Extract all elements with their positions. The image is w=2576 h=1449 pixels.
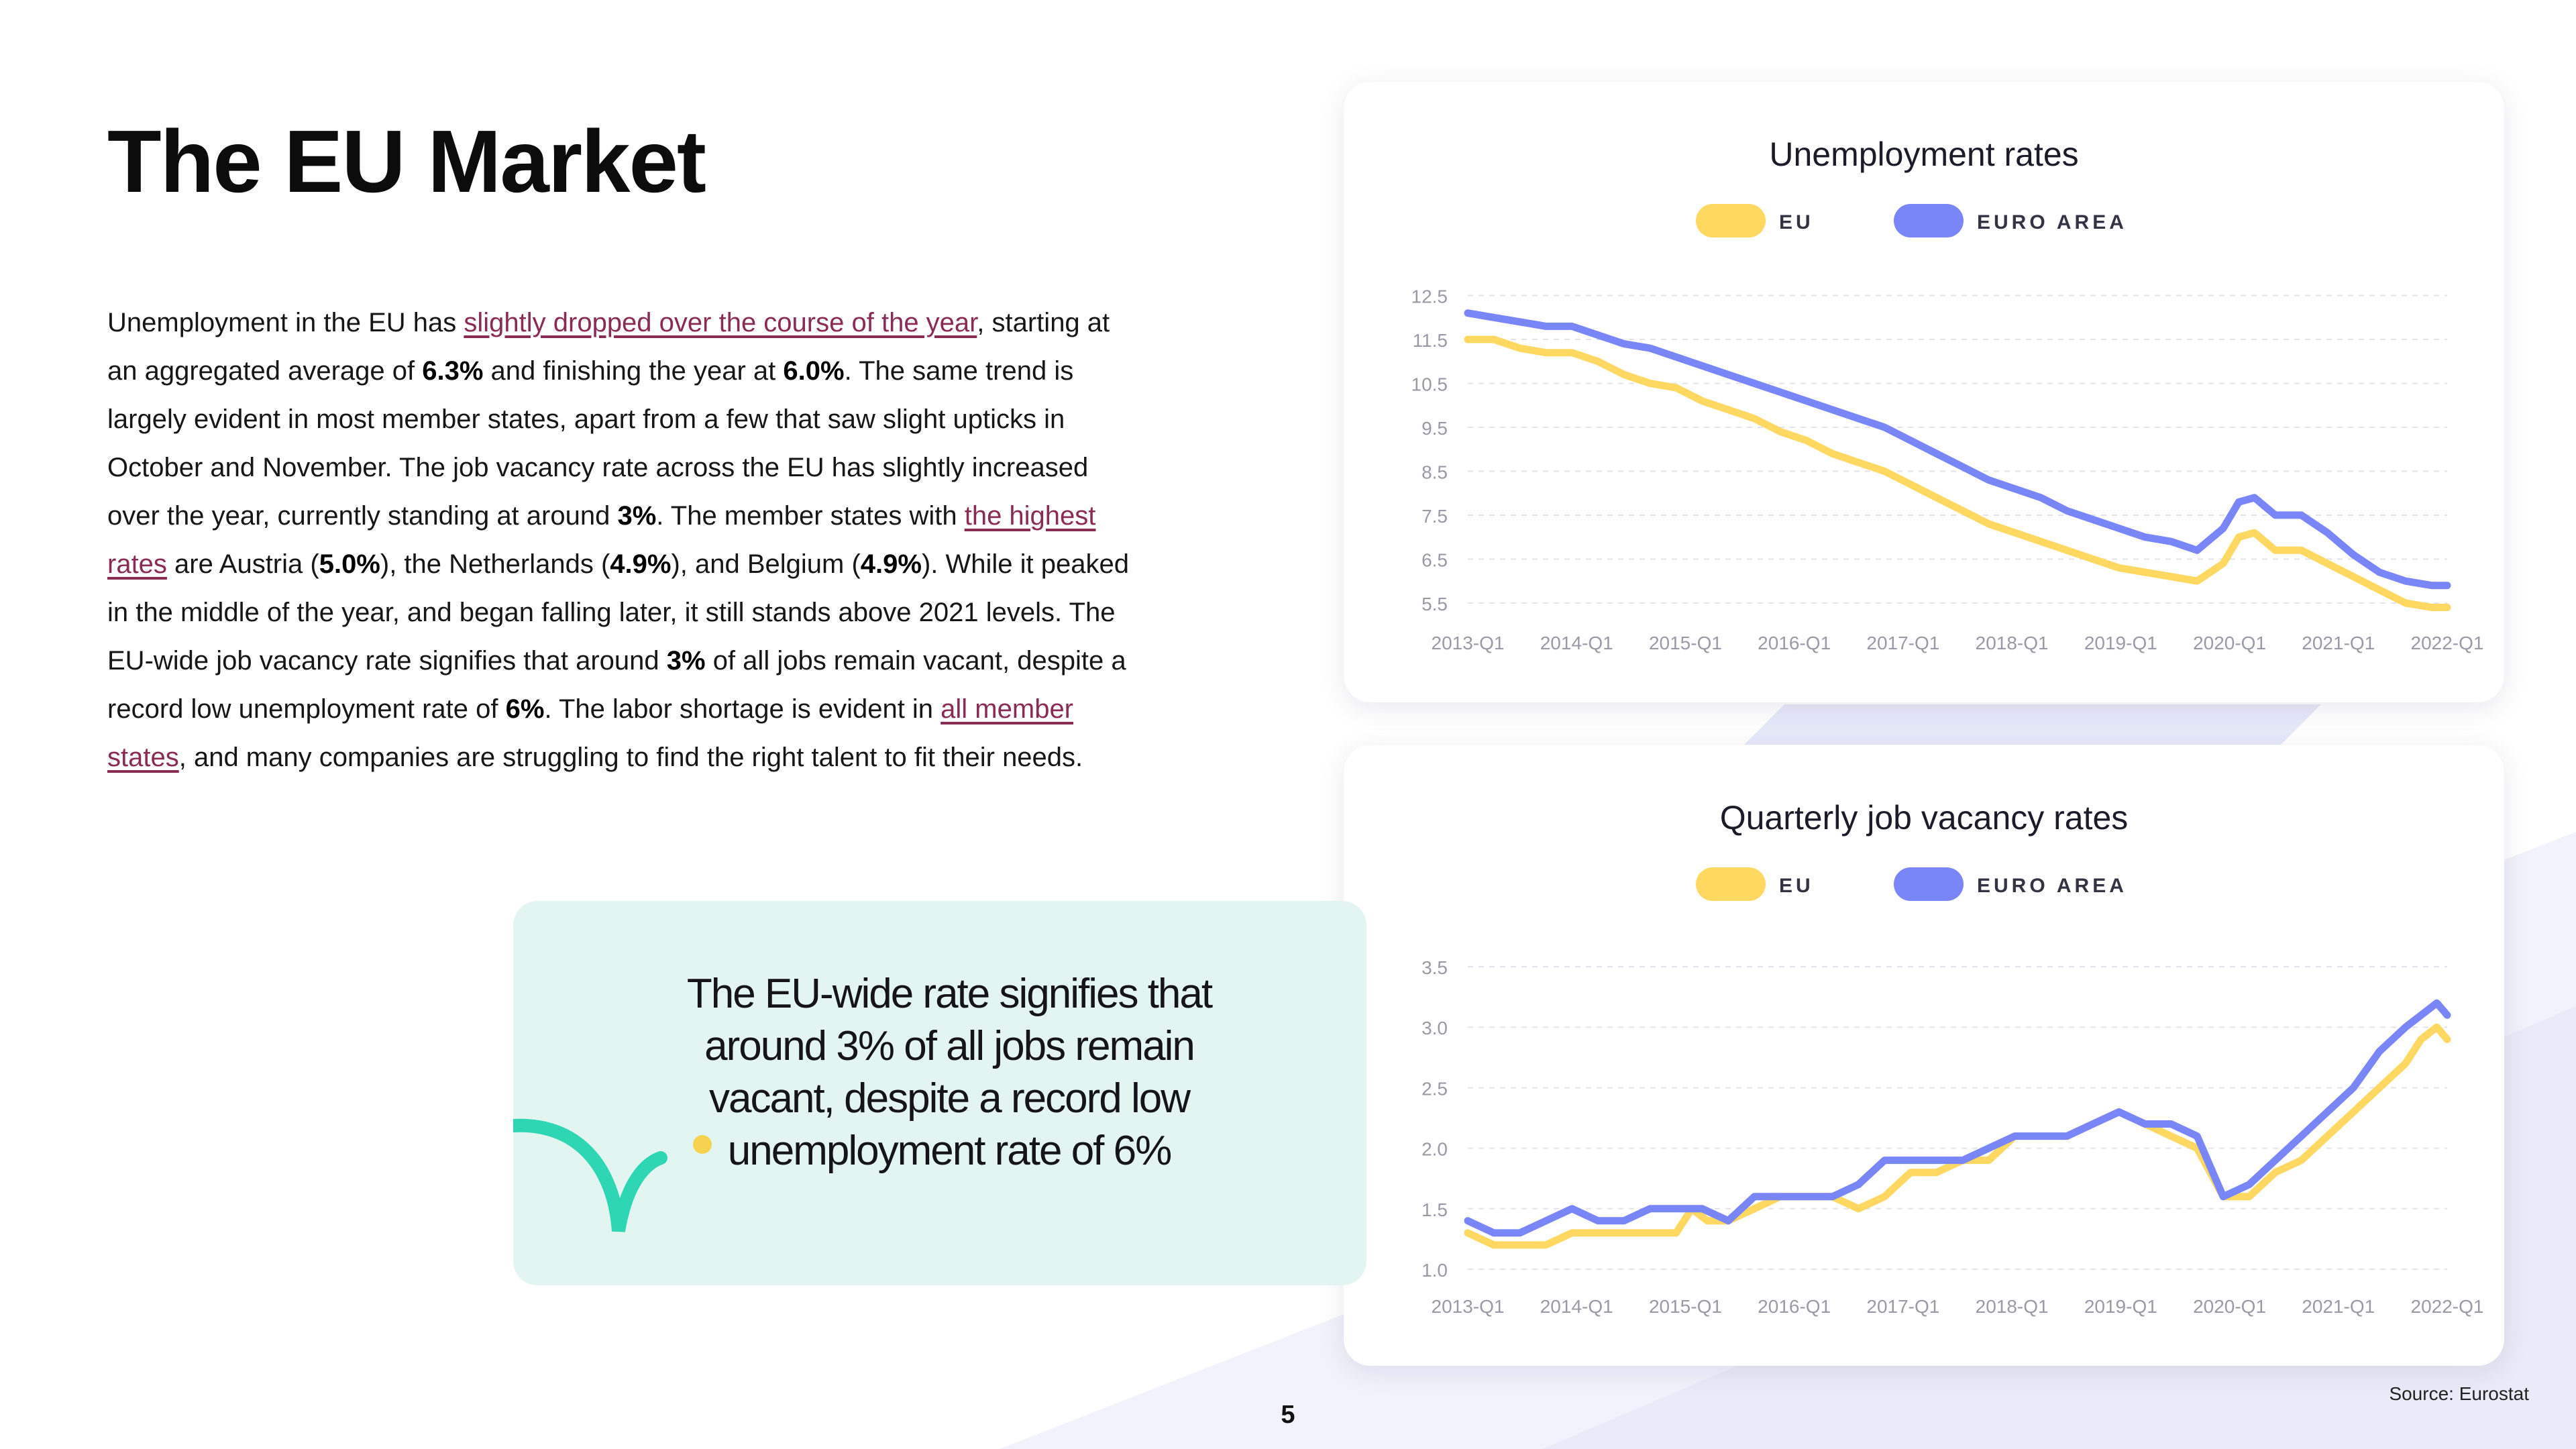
x-tick-label: 2022-Q1 <box>2411 633 2484 653</box>
chart-title: Unemployment rates <box>1769 136 2078 173</box>
x-tick-label: 2013-Q1 <box>1432 633 1505 653</box>
body-text-run: , starting at an aggregated average of <box>107 308 1110 386</box>
legend-swatch <box>1894 204 1964 237</box>
y-tick-label: 5.5 <box>1421 594 1448 614</box>
body-text-run: Unemployment in the EU has <box>107 308 464 337</box>
x-tick-label: 2014-Q1 <box>1540 633 1613 653</box>
body-bold-value: 6.0% <box>783 356 845 386</box>
body-text-run: . The member states with <box>656 501 965 531</box>
y-tick-label: 10.5 <box>1411 374 1448 395</box>
x-tick-label: 2017-Q1 <box>1866 1296 1939 1317</box>
legend-label: EURO AREA <box>1977 211 2127 233</box>
y-tick-label: 6.5 <box>1421 549 1448 570</box>
body-text-run: . The same trend is largely evident in m… <box>107 356 1089 531</box>
legend-label: EU <box>1779 875 1814 897</box>
body-text-run: of all jobs remain vacant, despite a rec… <box>107 646 1126 724</box>
x-tick-label: 2021-Q1 <box>2302 633 2375 653</box>
x-tick-label: 2020-Q1 <box>2193 633 2266 653</box>
y-tick-label: 2.5 <box>1421 1078 1448 1099</box>
y-tick-label: 9.5 <box>1421 418 1448 439</box>
body-text-run: and finishing the year at <box>483 356 784 386</box>
y-tick-label: 1.5 <box>1421 1199 1448 1220</box>
legend-swatch <box>1696 867 1766 901</box>
x-tick-label: 2020-Q1 <box>2193 1296 2266 1317</box>
unemployment-chart-card: Unemployment rates EU EURO AREA 12.5 11.5 10.… <box>1344 82 2504 702</box>
x-tick-label: 2021-Q1 <box>2302 1296 2375 1317</box>
quote-accent-checkmark <box>513 1118 667 1232</box>
quote-accent-dot <box>693 1135 712 1154</box>
body-paragraph: Unemployment in the EU has slightly drop… <box>107 299 1140 782</box>
x-tick-label: 2022-Q1 <box>2411 1296 2484 1317</box>
y-tick-label: 2.0 <box>1421 1139 1448 1160</box>
x-tick-label: 2019-Q1 <box>2084 1296 2157 1317</box>
quote-box: The EU-wide rate signifies that around 3… <box>513 901 1366 1285</box>
body-bold-value: 3% <box>666 646 706 676</box>
job-vacancy-rates-chart: Quarterly job vacancy rates EU EURO AREA 3.… <box>1421 799 2484 1317</box>
y-tick-label: 3.5 <box>1421 957 1448 978</box>
x-tick-label: 2019-Q1 <box>2084 633 2157 653</box>
y-tick-label: 8.5 <box>1421 462 1448 482</box>
y-tick-label: 11.5 <box>1413 330 1448 351</box>
y-tick-label: 7.5 <box>1421 506 1448 527</box>
x-tick-label: 2014-Q1 <box>1540 1296 1613 1317</box>
legend-swatch <box>1696 204 1766 237</box>
series-line-euro-area <box>1464 309 2451 590</box>
x-tick-label: 2013-Q1 <box>1432 1296 1505 1317</box>
x-tick-label: 2015-Q1 <box>1649 633 1722 653</box>
background-stripe-shape <box>1744 704 2321 745</box>
x-tick-label: 2015-Q1 <box>1649 1296 1722 1317</box>
x-tick-label: 2016-Q1 <box>1758 1296 1831 1317</box>
body-bold-value: 6.3% <box>422 356 484 386</box>
x-tick-label: 2016-Q1 <box>1758 633 1831 653</box>
series-line-euro-area <box>1464 999 2451 1237</box>
quote-decoration <box>513 1118 712 1232</box>
y-tick-label: 1.0 <box>1421 1260 1448 1281</box>
vacancy-chart-card: Quarterly job vacancy rates EU EURO AREA 3.… <box>1344 745 2504 1366</box>
body-link[interactable]: the highest rates <box>107 501 1096 579</box>
quote-text: The EU-wide rate signifies that around 3… <box>686 971 1213 1174</box>
body-text-run: are Austria ( <box>166 549 319 579</box>
body-text-run: . The labor shortage is evident in <box>544 694 941 724</box>
x-tick-label: 2017-Q1 <box>1866 633 1939 653</box>
page-title: The EU Market <box>107 112 706 211</box>
legend-label: EURO AREA <box>1977 875 2127 897</box>
source-note: Source: Eurostat <box>2389 1383 2529 1404</box>
y-tick-label: 12.5 <box>1411 286 1448 307</box>
body-bold-value: 5.0% <box>319 549 380 579</box>
x-tick-label: 2018-Q1 <box>1976 1296 2049 1317</box>
body-text-run: ), the Netherlands ( <box>380 549 610 579</box>
unemployment-rates-chart: Unemployment rates EU EURO AREA 12.5 11.5 10.… <box>1411 136 2484 653</box>
body-bold-value: 3% <box>617 501 657 531</box>
body-text-run: ), and Belgium ( <box>671 549 861 579</box>
x-tick-label: 2018-Q1 <box>1976 633 2049 653</box>
body-link[interactable]: all member states <box>107 694 1074 772</box>
body-text-run: ). While it peaked in the middle of the … <box>107 549 1129 676</box>
body-bold-value: 4.9% <box>610 549 672 579</box>
chart-title: Quarterly job vacancy rates <box>1720 799 2129 837</box>
legend-swatch <box>1894 867 1964 901</box>
legend-label: EU <box>1779 211 1814 233</box>
series-line-eu <box>1464 335 2451 611</box>
body-bold-value: 4.9% <box>860 549 922 579</box>
y-tick-label: 3.0 <box>1421 1018 1448 1038</box>
body-bold-value: 6% <box>505 694 545 724</box>
page-number: 5 <box>1281 1401 1295 1429</box>
body-text-run: , and many companies are struggling to f… <box>178 743 1083 772</box>
body-link[interactable]: slightly dropped over the course of the … <box>464 308 977 337</box>
